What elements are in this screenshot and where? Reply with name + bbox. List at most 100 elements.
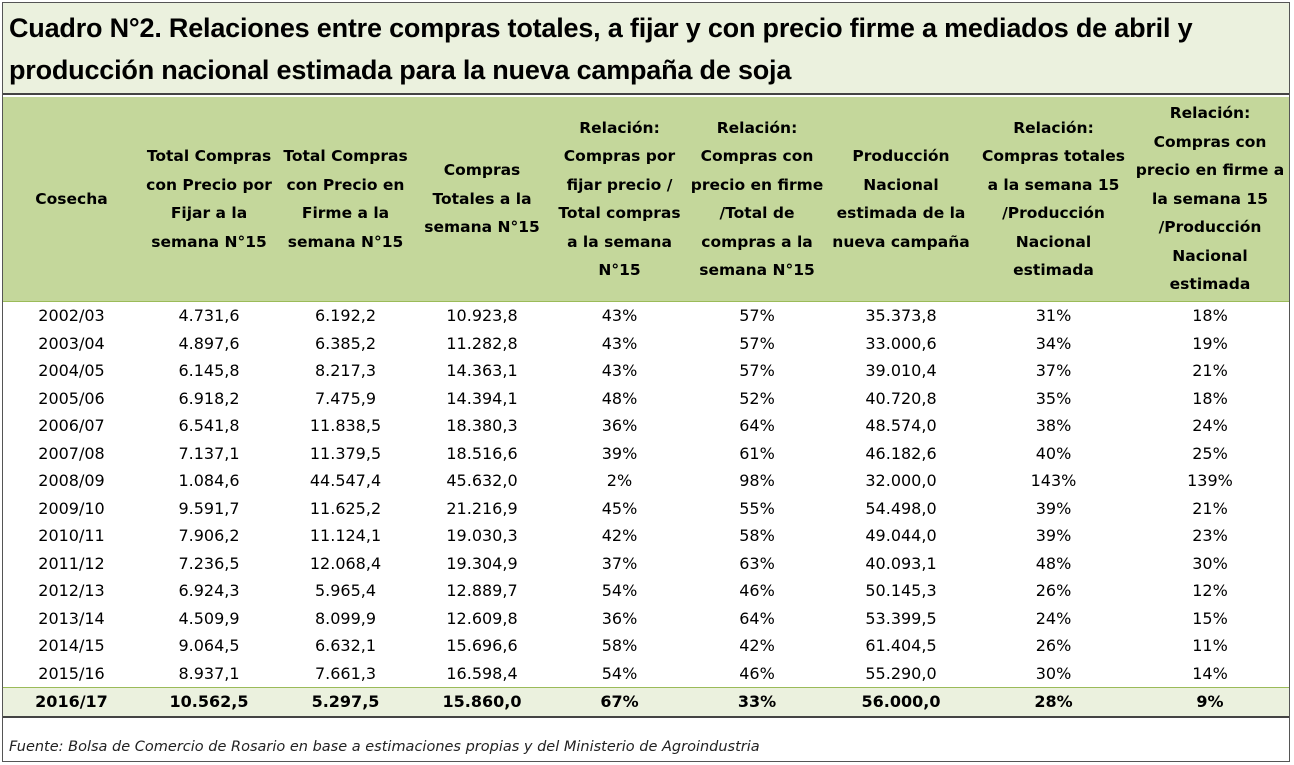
table-cell: 57% — [739, 361, 775, 380]
table-cell: 30% — [1035, 663, 1072, 683]
column-header-precio-por-fijar: Total Compras con Precio por Fijar a la … — [140, 97, 278, 302]
table-cell: 25% — [1192, 443, 1228, 463]
table-cell: 12.068,4 — [309, 553, 382, 573]
table-cell: 54% — [601, 581, 638, 600]
table-cell: 58% — [601, 636, 638, 655]
table-cell: 42% — [739, 636, 775, 655]
table-cell: 2005/06 — [38, 388, 105, 408]
column-header-cosecha: Cosecha — [3, 97, 140, 302]
table-cell: 56.000,0 — [826, 687, 976, 718]
table-cell: 21% — [1192, 498, 1228, 518]
table-cell: 31% — [1035, 306, 1072, 325]
table-cell: 55% — [739, 498, 775, 518]
table-cell: 11.124,1 — [309, 526, 382, 545]
table-cell: 53.399,5 — [865, 608, 937, 628]
table-row: 2007/08 7.137,1 11.379,5 18.516,6 39% 61% 46.1… — [3, 440, 1289, 468]
table-cell: 14% — [1192, 663, 1228, 683]
table-cell: 45.632,0 — [446, 471, 518, 490]
table-cell: 8.217,3 — [314, 361, 377, 380]
table-row: 2008/09 1.084,6 44.547,4 45.632,0 2% 98% 32.00… — [3, 467, 1289, 495]
table-cell: 4.509,9 — [178, 608, 240, 628]
table-row: 2004/05 6.145,8 8.217,3 14.363,1 43% 57% 39.01… — [3, 357, 1289, 385]
table-cell: 40.720,8 — [865, 388, 937, 408]
header-row: Cosecha Total Compras con Precio por Fij… — [3, 97, 1289, 302]
table-cell: 24% — [1192, 416, 1228, 435]
table-cell: 39.010,4 — [865, 361, 937, 380]
table-cell: 43% — [601, 333, 638, 353]
table-cell: 52% — [739, 388, 775, 408]
table-cell: 64% — [739, 608, 775, 628]
table-cell: 37% — [601, 553, 638, 573]
table-cell: 1.084,6 — [178, 471, 240, 490]
table-cell: 40% — [1035, 443, 1072, 463]
table-cell: 2016/17 — [3, 687, 140, 718]
table-row: 2003/04 4.897,6 6.385,2 11.282,8 43% 57% 33.00… — [3, 330, 1289, 358]
data-table: Cosecha Total Compras con Precio por Fij… — [3, 97, 1289, 718]
table-cell: 34% — [1035, 333, 1072, 353]
table-cell: 2002/03 — [38, 306, 105, 325]
title-bar: Cuadro N°2. Relaciones entre compras tot… — [3, 3, 1289, 95]
table-cell: 2010/11 — [38, 526, 105, 545]
table-cell: 43% — [601, 306, 638, 325]
table-cell: 38% — [1035, 416, 1072, 435]
table-cell: 57% — [739, 306, 775, 325]
table-cell: 21.216,9 — [446, 498, 518, 518]
table-title: Cuadro N°2. Relaciones entre compras tot… — [9, 13, 1193, 85]
table-cell: 46% — [739, 581, 775, 600]
table-cell: 16.598,4 — [446, 663, 518, 683]
table-cell: 54.498,0 — [865, 498, 937, 518]
table-cell: 18% — [1192, 306, 1228, 325]
table-cell: 6.541,8 — [178, 416, 240, 435]
table-cell: 39% — [1035, 526, 1072, 545]
table-cell: 35.373,8 — [865, 306, 937, 325]
table-cell: 2006/07 — [38, 416, 105, 435]
table-cell: 46% — [739, 663, 775, 683]
table-cell: 6.192,2 — [314, 306, 377, 325]
table-cell: 2015/16 — [38, 663, 105, 683]
table-cell: 7.906,2 — [178, 526, 240, 545]
table-cell: 10.562,5 — [140, 687, 278, 718]
table-cell: 58% — [739, 526, 775, 545]
table-cell: 2% — [606, 471, 633, 490]
table-cell: 7.475,9 — [314, 388, 377, 408]
table-cell: 23% — [1192, 526, 1228, 545]
table-cell: 5.965,4 — [314, 581, 377, 600]
table-cell: 8.937,1 — [178, 663, 240, 683]
table-cell: 39% — [601, 443, 638, 463]
table-cell: 12% — [1192, 581, 1228, 600]
table-row: 2012/13 6.924,3 5.965,4 12.889,7 54% 46% 50.14… — [3, 577, 1289, 605]
table-cell: 18.516,6 — [446, 443, 518, 463]
table-cell: 48% — [601, 388, 638, 408]
column-header-relacion-firme-produccion: Relación: Compras con precio en firme a … — [1131, 97, 1289, 302]
table-cell: 9.591,7 — [178, 498, 240, 518]
table-cell: 2003/04 — [38, 333, 105, 353]
table-cell: 36% — [601, 416, 638, 435]
column-header-precio-en-firme: Total Compras con Precio en Firme a la s… — [278, 97, 413, 302]
table-cell: 26% — [1035, 636, 1072, 655]
table-cell: 18% — [1192, 388, 1228, 408]
table-cell: 11.838,5 — [309, 416, 382, 435]
table-cell: 2014/15 — [38, 636, 105, 655]
table-cell: 40.093,1 — [865, 553, 937, 573]
table-cell: 64% — [739, 416, 775, 435]
table-cell: 49.044,0 — [865, 526, 937, 545]
table-cell: 19.030,3 — [446, 526, 518, 545]
table-cell: 6.918,2 — [178, 388, 240, 408]
table-cell: 139% — [1187, 471, 1233, 490]
table-cell: 9.064,5 — [178, 636, 240, 655]
table-cell: 19% — [1192, 333, 1228, 353]
table-row: 2011/12 7.236,5 12.068,4 19.304,9 37% 63% 40.0… — [3, 550, 1289, 578]
column-header-produccion-nacional: Producción Nacional estimada de la nueva… — [826, 97, 976, 302]
table-row: 2005/06 6.918,2 7.475,9 14.394,1 48% 52% 40.72… — [3, 385, 1289, 413]
table-cell: 43% — [601, 361, 638, 380]
table-cell: 11.379,5 — [309, 443, 382, 463]
table-row: 2002/03 4.731,6 6.192,2 10.923,8 43% 57% 35.37… — [3, 302, 1289, 330]
table-cell: 33% — [688, 687, 826, 718]
table-row: 2010/11 7.906,2 11.124,1 19.030,3 42% 58% 49.0… — [3, 522, 1289, 550]
table-cell: 35% — [1035, 388, 1072, 408]
table-cell: 15.860,0 — [413, 687, 551, 718]
table-cell: 6.385,2 — [314, 333, 377, 353]
table-cell: 12.889,7 — [446, 581, 518, 600]
table-row: 2015/16 8.937,1 7.661,3 16.598,4 54% 46% 55.29… — [3, 660, 1289, 688]
table-cell: 15% — [1192, 608, 1228, 628]
